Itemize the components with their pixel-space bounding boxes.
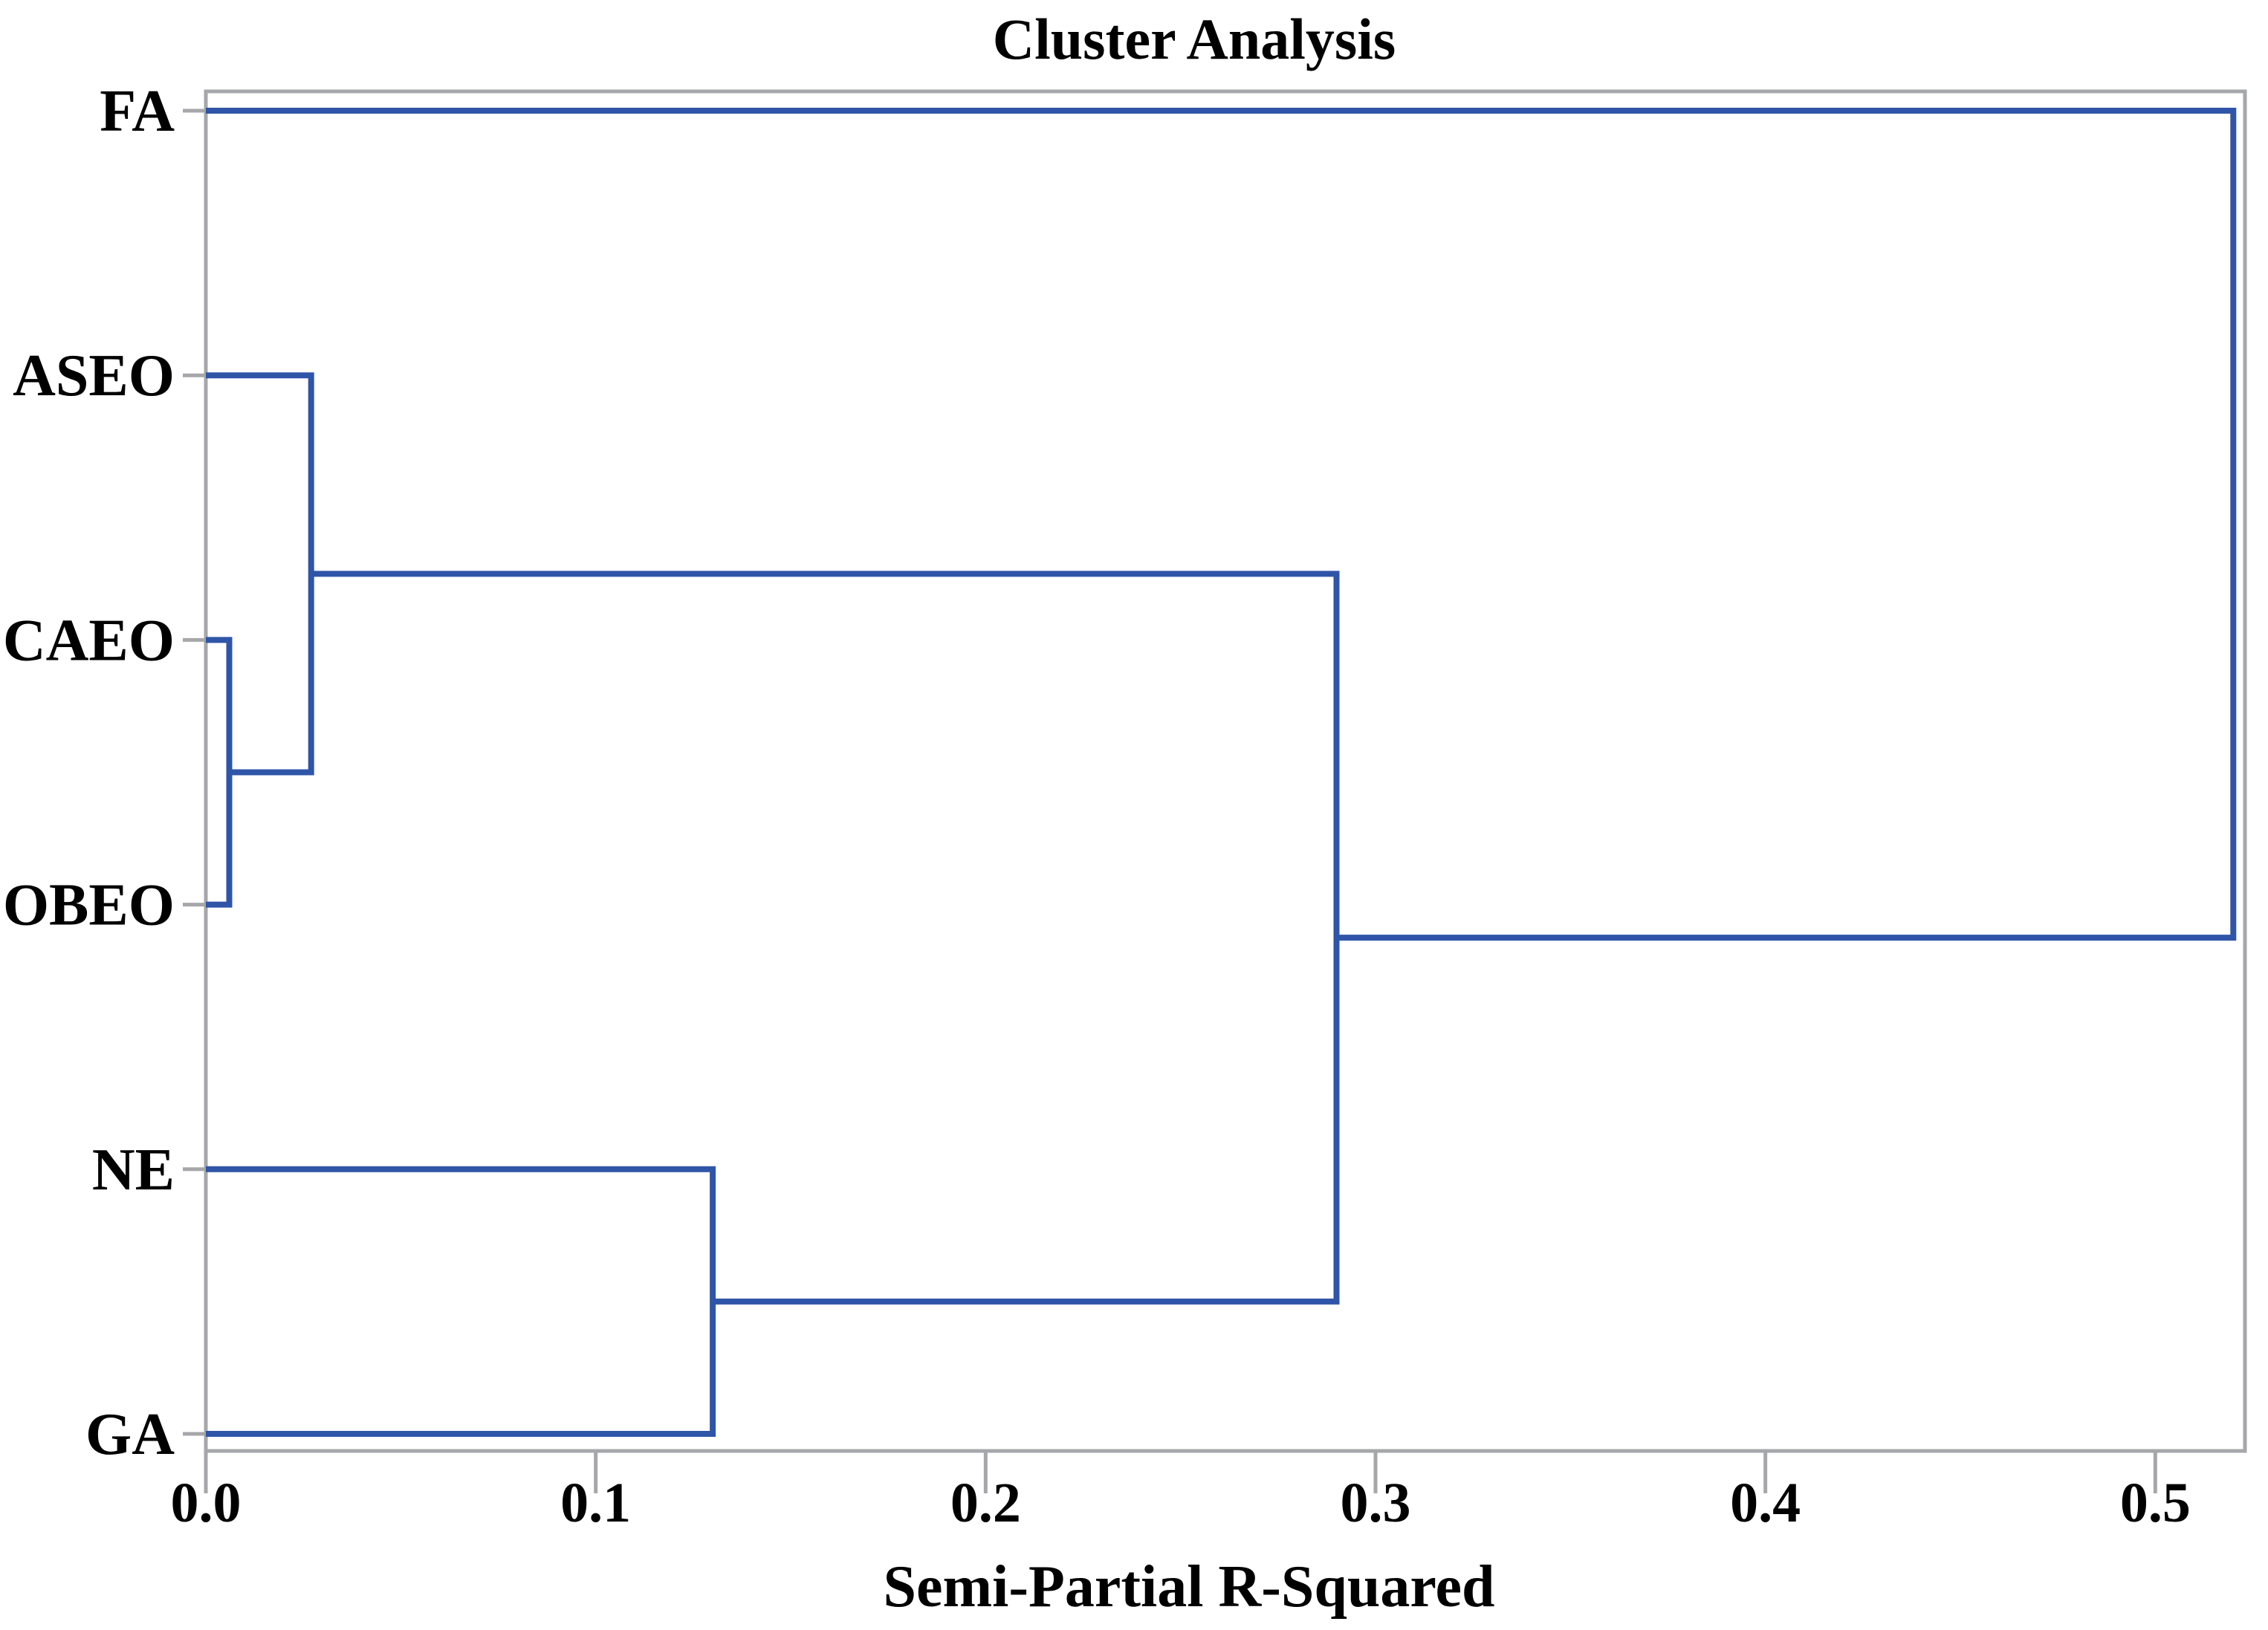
leaf-label-FA: FA	[100, 79, 175, 144]
leaf-label-GA: GA	[85, 1402, 175, 1467]
merge-link-2	[206, 1166, 716, 1437]
plot-frame	[204, 89, 2247, 1453]
leaf-label-OBEO: OBEO	[3, 873, 175, 938]
merge-link-4	[206, 108, 2237, 941]
x-tick-label-0.0: 0.0	[171, 1472, 242, 1534]
x-tick-label-0.1: 0.1	[560, 1472, 631, 1534]
merge-link-1	[206, 372, 314, 776]
x-tick-label-0.4: 0.4	[1730, 1472, 1801, 1534]
chart-title: Cluster Analysis	[992, 7, 1396, 71]
leaf-label-ASEO: ASEO	[13, 343, 175, 409]
x-tick-label-0.3: 0.3	[1340, 1472, 1410, 1534]
x-tick-label-0.2: 0.2	[950, 1472, 1021, 1534]
leaf-label-CAEO: CAEO	[3, 608, 175, 673]
x-axis-title: Semi-Partial R-Squared	[883, 1554, 1495, 1620]
merge-link-0	[206, 637, 233, 908]
leaf-label-NE: NE	[92, 1137, 175, 1203]
merge-link-3	[311, 571, 1340, 1305]
x-tick-label-0.5: 0.5	[2120, 1472, 2191, 1534]
